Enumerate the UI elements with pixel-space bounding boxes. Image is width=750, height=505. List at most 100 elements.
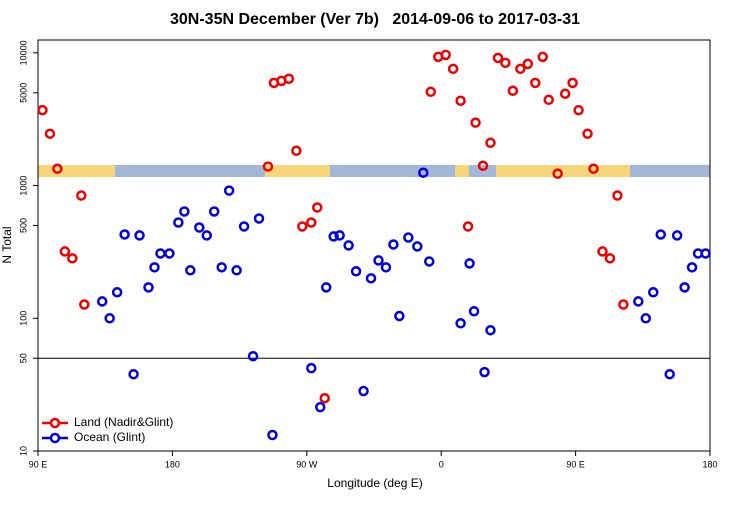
point [96,296,108,307]
point [597,246,608,257]
y-tick-label: 100 [18,311,28,326]
point [262,161,274,172]
point [588,163,599,174]
point [185,265,196,276]
y-tick-label: 500 [18,218,28,233]
point [128,368,139,380]
y-tick-label: 1000 [18,176,28,196]
x-tick-label: 180 [165,459,180,469]
point [314,401,326,413]
point [507,85,519,97]
point [334,230,345,241]
legend-marker [49,417,61,429]
point [492,52,504,64]
x-tick-label: 90 W [296,459,318,469]
point [343,240,354,251]
point [500,57,511,69]
point [164,248,175,259]
point [306,217,317,228]
point [424,256,435,267]
point [37,104,48,116]
point [468,305,480,317]
point [111,287,123,298]
point [462,221,474,232]
point [671,230,683,241]
point [655,229,666,240]
point [283,73,295,85]
point [530,77,541,89]
point [573,104,584,116]
point [291,145,302,156]
point [373,255,384,266]
point [686,262,698,273]
point [425,86,436,98]
legend-marker [49,432,61,444]
plot-frame [37,39,711,452]
point [223,185,235,196]
point [455,95,466,106]
point [59,246,71,257]
point [479,366,490,378]
point [388,239,399,250]
point [640,313,652,324]
point [194,222,205,233]
surface-strip [38,165,710,177]
point [394,310,405,322]
point [319,392,330,404]
point [52,163,63,174]
point [464,258,475,269]
point [253,213,265,224]
point [403,232,414,243]
point [216,262,227,273]
point [477,160,489,172]
point [648,287,659,298]
point [76,190,87,201]
point [418,167,429,178]
x-tick-label: 90 E [566,459,585,469]
x-tick-label: 0 [439,459,444,469]
x-axis-label: Longitude (deg E) [327,476,422,490]
chart-title: 30N-35N December (Ver 7b) 2014-09-06 to … [170,11,580,28]
point [312,202,323,213]
point [358,385,369,397]
point [633,296,644,307]
point [365,273,377,284]
point [470,117,481,128]
point [559,88,571,99]
point [44,128,56,139]
y-tick-label: 10 [18,446,28,456]
point [440,49,451,61]
point [612,190,623,201]
point [522,58,534,70]
point [582,128,593,139]
point [320,282,332,293]
point [306,362,317,374]
point [143,282,154,293]
x-tick-label: 180 [702,459,717,469]
point [79,299,90,310]
point [267,429,278,441]
point [328,231,339,242]
point [679,282,690,293]
point [119,229,130,240]
point [447,63,459,75]
y-axis-label: N Total [0,226,14,263]
point [67,253,78,264]
point [664,368,675,380]
point [238,221,250,232]
point [552,168,563,179]
point [543,94,554,106]
point [567,77,578,89]
point [155,248,166,259]
point [604,253,616,264]
point [247,350,259,362]
point [485,137,496,149]
y-tick-label: 10000 [18,40,28,65]
point [104,313,115,324]
y-tick-label: 5000 [18,83,28,103]
point [515,63,526,75]
point [700,248,711,259]
point [231,265,242,276]
point [618,299,629,310]
